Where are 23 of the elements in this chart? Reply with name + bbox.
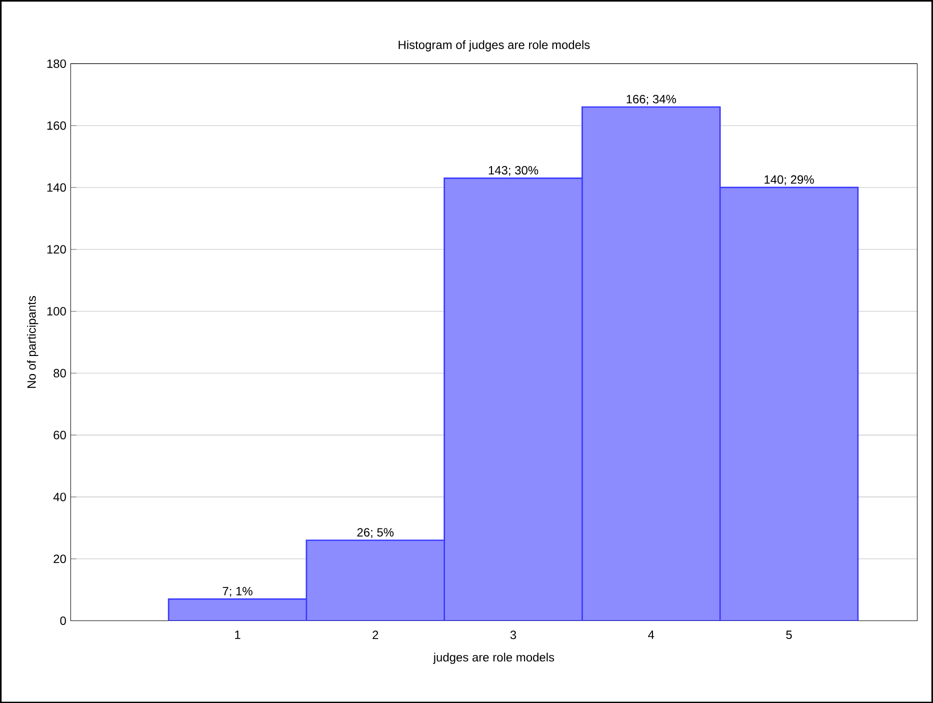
chart-title: Histogram of judges are role models (398, 40, 590, 52)
x-tick-label: 2 (372, 630, 378, 639)
y-tick-label: 40 (53, 492, 66, 502)
y-tick-label: 140 (47, 183, 66, 192)
y-tick-label: 80 (54, 368, 66, 378)
x-tick-label: 3 (510, 630, 516, 639)
y-tick-label: 120 (47, 244, 66, 254)
data-label: 140; 29% (764, 175, 814, 186)
data-label: 143; 30% (488, 166, 538, 176)
x-tick-label: 1 (235, 630, 240, 639)
y-tick-label: 60 (54, 430, 66, 440)
y-tick-label: 0 (60, 616, 66, 625)
x-tick-label: 5 (786, 630, 792, 639)
x-tick-label: 4 (648, 630, 654, 639)
data-label: 7; 1% (222, 586, 252, 597)
data-label: 166; 34% (626, 94, 676, 105)
data-label: 26; 5% (357, 528, 394, 538)
y-tick-label: 180 (47, 59, 66, 68)
y-tick-label: 160 (47, 121, 66, 130)
y-tick-label: 20 (54, 554, 66, 563)
y-axis-title: No of participants (27, 296, 38, 388)
y-tick-label: 100 (47, 306, 66, 316)
x-axis-title: judges are role models (433, 652, 554, 664)
